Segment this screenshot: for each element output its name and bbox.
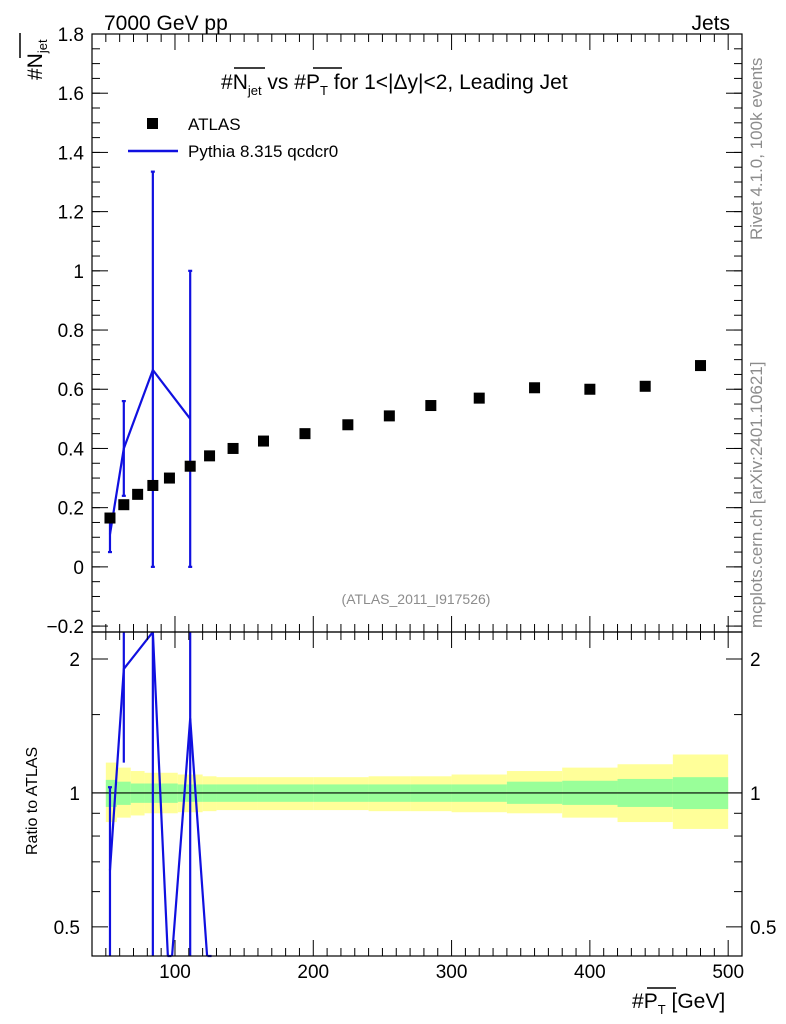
ratio-pythia-line <box>108 632 209 956</box>
ratio-marks <box>92 632 742 958</box>
x-tick-label: 200 <box>297 962 329 983</box>
legend: ATLAS Pythia 8.315 qcdcr0 <box>128 115 338 161</box>
x-label-sub: T <box>658 1002 666 1017</box>
atlas-data-point <box>529 382 541 394</box>
atlas-data-point <box>473 392 485 404</box>
title-n-sub: jet <box>247 83 262 98</box>
main-y-axis-label: #Njet <box>24 39 50 80</box>
energy-label: 7000 GeV pp <box>104 12 228 35</box>
main-x-ticks <box>105 34 729 632</box>
mcplots-label: mcplots.cern.ch [arXiv:2401.10621] <box>747 362 766 628</box>
legend-atlas-marker <box>147 118 158 129</box>
x-tick-label: 300 <box>436 962 468 983</box>
y-label-main: N <box>24 53 47 68</box>
atlas-data-point <box>257 435 269 447</box>
y-label-prefix: # <box>24 68 47 80</box>
ratio-y-axis-label: Ratio to ATLAS <box>24 747 41 855</box>
atlas-data-point <box>584 383 596 395</box>
ratio-y-tick-label-right: 2 <box>750 650 761 671</box>
title-p: P <box>306 71 320 94</box>
main-y-tick-label: 1 <box>73 262 84 283</box>
main-y-tick-label: 0.8 <box>58 321 84 342</box>
title-n: N <box>233 71 248 94</box>
analysis-watermark: (ATLAS_2011_I917526) <box>342 591 491 607</box>
atlas-data-point <box>118 499 130 511</box>
legend-pythia-label: Pythia 8.315 qcdcr0 <box>188 142 338 161</box>
atlas-data-point <box>342 419 354 431</box>
ratio-y-tick-label-left: 0.5 <box>54 918 80 939</box>
title-suffix: for 1<|Δy|<2, Leading Jet <box>328 71 568 94</box>
ratio-y-tick-label-right: 1 <box>750 784 761 805</box>
main-plot-panel: −0.200.20.40.60.811.21.41.61.8 #Njet #Nj… <box>19 25 743 638</box>
main-y-tick-label: 0.2 <box>58 499 84 520</box>
y-label-sub: jet <box>35 39 50 54</box>
atlas-data-point <box>695 360 707 372</box>
atlas-data-point <box>147 479 159 491</box>
ratio-panel: 0.5 0.5 1 1 2 2 100 200 300 400 500 Ratio to ATLAS… <box>24 631 776 1017</box>
atlas-data-point <box>184 460 196 472</box>
main-y-tick-label: 0.6 <box>58 380 84 401</box>
title-prefix: # <box>221 71 233 94</box>
atlas-data-point <box>227 442 239 454</box>
main-y-axis: −0.2 0 0.2 0.4 0.6 0.8 1 1.2 1.4 1.6 1.8 <box>46 25 742 638</box>
atlas-data-point <box>104 512 116 524</box>
ratio-y-tick-label-right: 0.5 <box>750 918 776 939</box>
x-tick-label: 500 <box>712 962 744 983</box>
atlas-data-point <box>132 488 144 500</box>
atlas-data-point <box>299 428 311 440</box>
ratio-y-tick-label-left: 2 <box>69 650 80 671</box>
x-label-main: P <box>644 990 658 1013</box>
x-tick-label: 400 <box>574 962 606 983</box>
main-plot-marks <box>104 170 707 568</box>
x-tick-label: 100 <box>159 962 191 983</box>
plot-title: #Njet vs #PT for 1<|Δy|<2, Leading Jet <box>221 71 568 98</box>
ratio-axes: 0.5 0.5 1 1 2 2 100 200 300 400 500 <box>54 632 776 983</box>
pythia-series-line <box>108 367 192 535</box>
x-label-suffix: [GeV] <box>666 990 726 1013</box>
main-y-tick-label: −0.2 <box>46 617 84 638</box>
atlas-data-point <box>639 380 651 392</box>
ratio-frame <box>91 631 743 957</box>
main-y-tick-label: 1.6 <box>58 84 84 105</box>
atlas-data-point <box>204 450 216 462</box>
title-mid: vs # <box>262 71 307 94</box>
rivet-version-label: Rivet 4.1.0, 100k events <box>747 58 766 240</box>
atlas-data-point <box>383 410 395 422</box>
title-p-sub: T <box>320 83 328 98</box>
process-label: Jets <box>691 12 730 35</box>
legend-atlas-label: ATLAS <box>188 115 241 134</box>
main-y-tick-label: 0.4 <box>58 439 85 460</box>
main-y-tick-label: 1.2 <box>58 203 84 224</box>
x-axis-label: #PT [GeV] <box>632 990 725 1017</box>
main-y-tick-label: 1.8 <box>58 25 84 46</box>
atlas-data-point <box>425 400 437 412</box>
ratio-y-tick-label-left: 1 <box>69 784 80 805</box>
main-y-tick-label: 0 <box>73 558 84 579</box>
ratio-uncertainty-bands <box>105 754 729 829</box>
atlas-data-point <box>163 472 175 484</box>
x-label-prefix: # <box>632 990 644 1013</box>
main-y-tick-label: 1.4 <box>58 143 85 164</box>
